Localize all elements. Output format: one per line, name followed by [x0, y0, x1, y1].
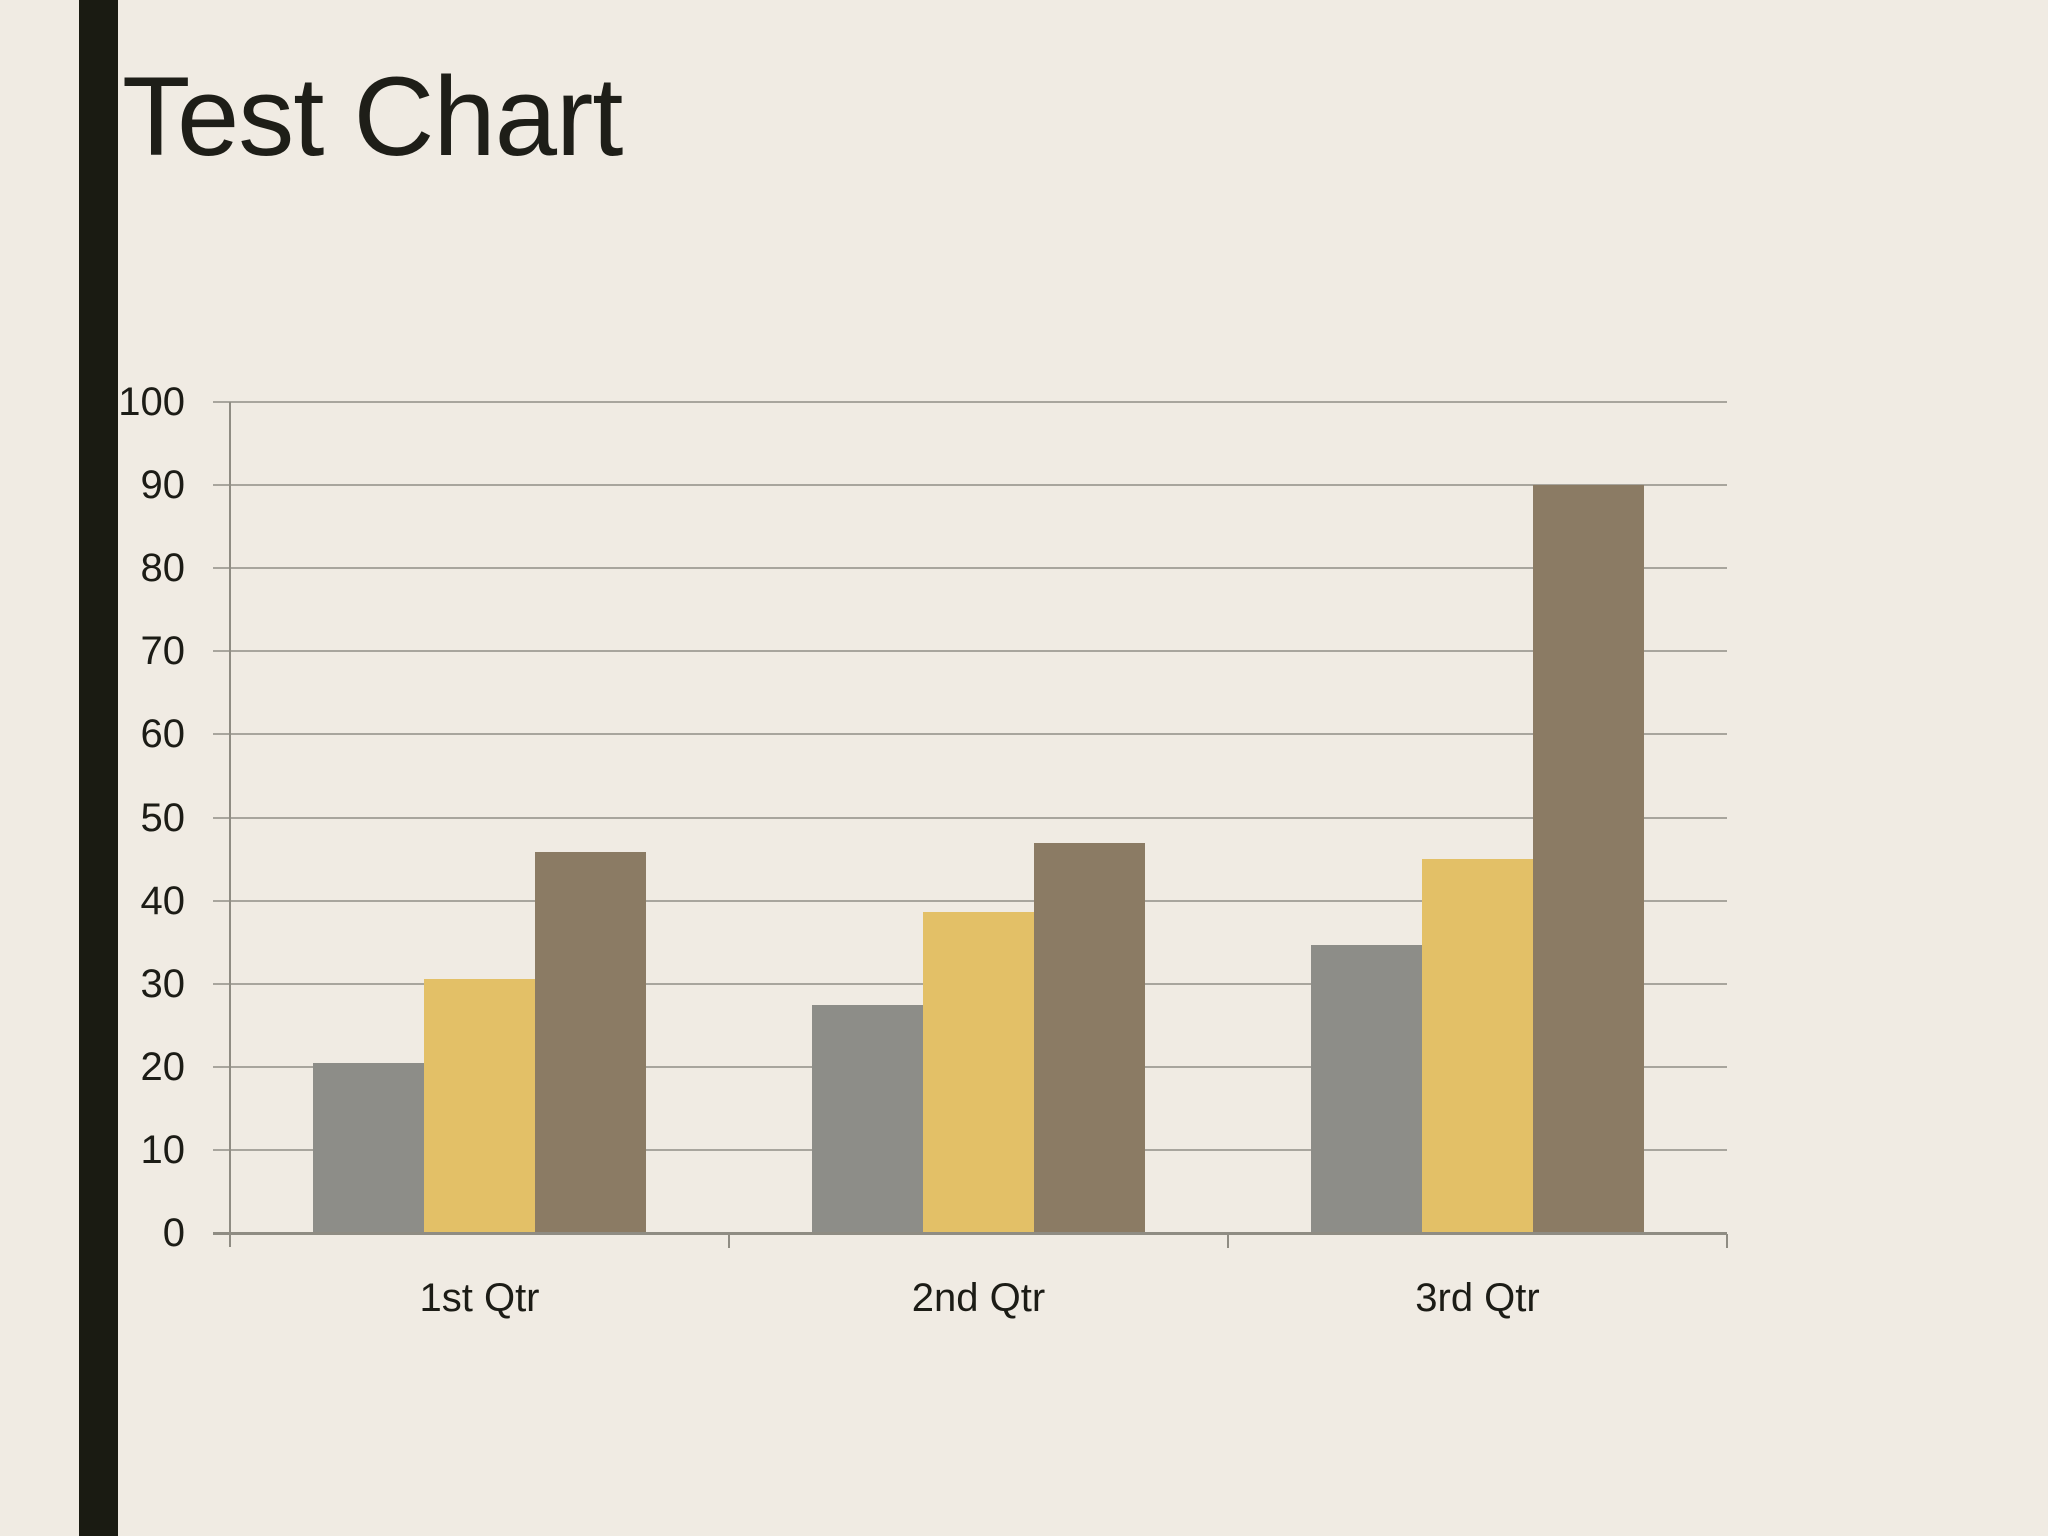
y-tick	[213, 484, 230, 487]
y-axis-label: 60	[140, 712, 186, 757]
x-axis-label: 2nd Qtr	[911, 1276, 1046, 1320]
y-tick	[213, 899, 230, 902]
x-tick	[728, 1234, 730, 1248]
gridline	[230, 401, 1727, 403]
gridline	[230, 650, 1727, 653]
y-axis-label: 80	[140, 546, 186, 591]
y-axis-label: 90	[140, 463, 186, 508]
y-axis-label: 40	[140, 878, 186, 923]
y-axis-label: 50	[140, 795, 186, 840]
gridline	[230, 899, 1727, 902]
x-tick	[1227, 1234, 1229, 1248]
y-axis-label: 20	[140, 1044, 186, 1089]
y-axis-line	[229, 402, 231, 1247]
y-axis-label: 100	[118, 380, 185, 424]
slide-title: Test Chart	[122, 54, 623, 179]
y-axis-label: 70	[140, 629, 186, 674]
bar-gray-1st-qtr	[313, 1063, 424, 1233]
bar-brown-2nd-qtr	[1034, 843, 1145, 1233]
y-tick	[213, 567, 230, 570]
bar-gold-3rd-qtr	[1422, 859, 1533, 1233]
gridline	[230, 567, 1727, 570]
x-axis-label: 3rd Qtr	[1415, 1276, 1540, 1320]
y-tick	[213, 1148, 230, 1151]
gridline	[230, 733, 1727, 736]
x-tick	[1726, 1234, 1728, 1248]
bar-gold-2nd-qtr	[923, 912, 1034, 1233]
y-axis-label: 0	[162, 1211, 185, 1255]
y-tick	[213, 401, 230, 403]
bar-brown-3rd-qtr	[1533, 485, 1644, 1233]
x-axis-line	[213, 1232, 1727, 1235]
gridline	[230, 816, 1727, 819]
y-tick	[213, 982, 230, 985]
y-axis-label: 30	[140, 961, 186, 1006]
y-tick	[213, 1065, 230, 1068]
y-tick	[213, 816, 230, 819]
bar-brown-1st-qtr	[535, 851, 646, 1233]
y-tick	[213, 650, 230, 653]
y-tick	[213, 733, 230, 736]
bar-gray-2nd-qtr	[812, 1005, 923, 1233]
bar-gold-1st-qtr	[424, 978, 535, 1233]
x-axis-label: 1st Qtr	[419, 1276, 540, 1320]
accent-bar	[79, 0, 118, 1536]
gridline	[230, 484, 1727, 487]
bar-gray-3rd-qtr	[1311, 945, 1422, 1233]
y-axis-label: 10	[140, 1127, 186, 1172]
